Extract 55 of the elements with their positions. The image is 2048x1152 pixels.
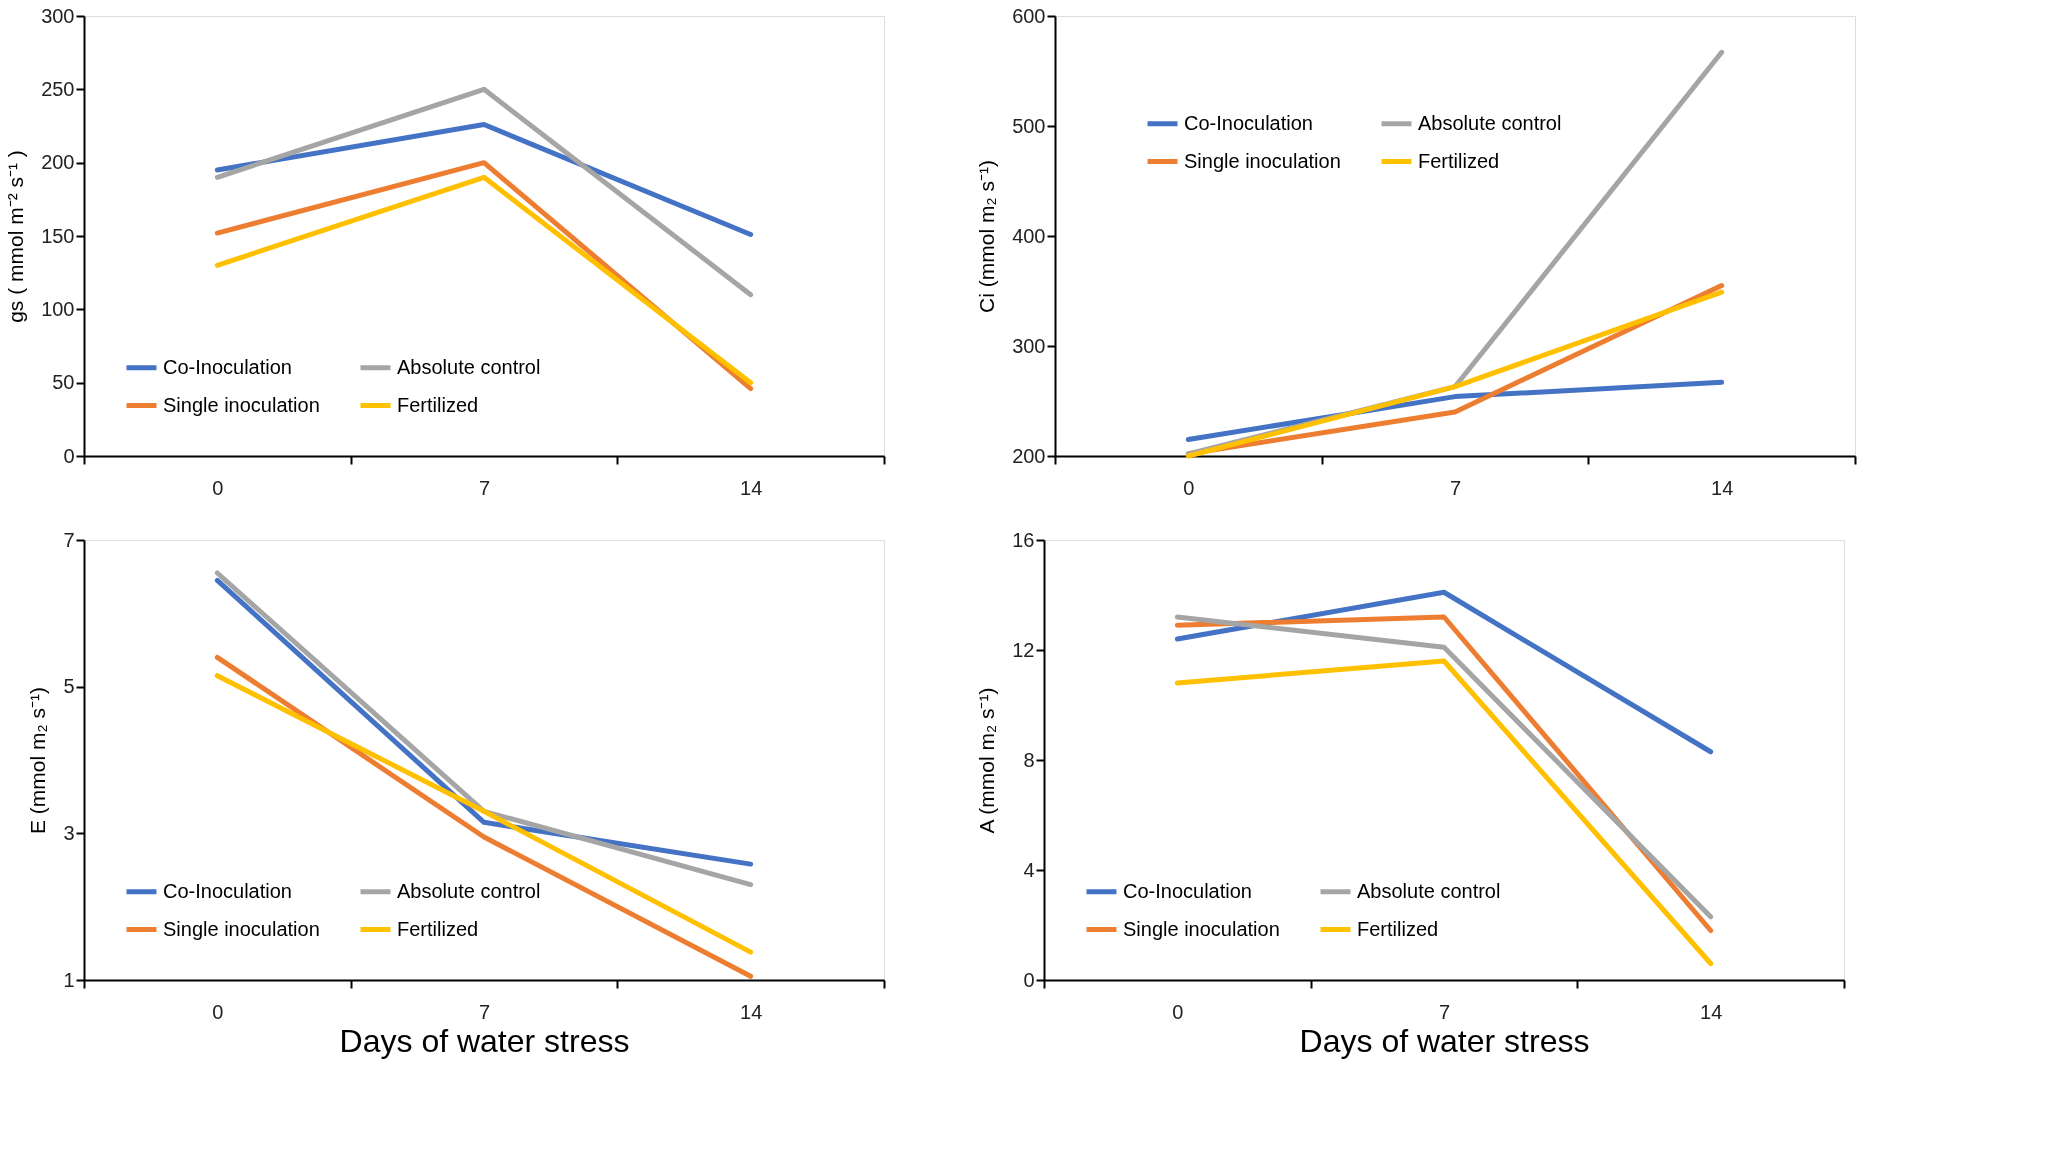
y-tick-label: 8 (1023, 748, 1035, 771)
x-tick-label: 14 (1711, 476, 1734, 499)
x-tick-label: 7 (1449, 476, 1462, 499)
y-tick-label: 16 (1012, 528, 1035, 551)
y-tick-label: 3 (63, 821, 75, 844)
y-tick-label: 250 (41, 77, 75, 100)
y-tick-label: 4 (1023, 858, 1035, 881)
y-tick-label: 300 (41, 4, 75, 27)
legend-label: Fertilized (1357, 917, 1439, 940)
x-axis-title: Days of water stress (1299, 1022, 1590, 1059)
y-tick-label: 7 (63, 528, 75, 551)
legend-label: Co-Inoculation (163, 355, 292, 378)
legend-label: Single inoculation (163, 917, 320, 940)
legend-label: Co-Inoculation (1123, 879, 1252, 902)
legend-label: Absolute control (1357, 879, 1501, 902)
legend-label: Fertilized (397, 393, 479, 416)
legend-label: Single inoculation (1123, 917, 1280, 940)
legend-label: Fertilized (1418, 149, 1500, 172)
y-tick-label: 50 (52, 371, 75, 394)
legend-label: Absolute control (397, 879, 541, 902)
y-tick-label: 600 (1012, 4, 1046, 27)
x-tick-label: 0 (1183, 476, 1195, 499)
legend-label: Co-Inoculation (1184, 111, 1313, 134)
x-tick-label: 0 (1172, 1000, 1184, 1023)
legend-label: Single inoculation (1184, 149, 1341, 172)
y-axis-title: gs ( mmol m⁻² s⁻¹ ) (4, 150, 28, 323)
x-tick-label: 0 (212, 476, 224, 499)
legend-label: Absolute control (1418, 111, 1562, 134)
x-axis-title: Days of water stress (339, 1022, 630, 1059)
legend-label: Single inoculation (163, 393, 320, 416)
y-tick-label: 12 (1012, 638, 1035, 661)
y-tick-label: 1 (63, 968, 75, 991)
y-tick-label: 150 (41, 224, 75, 247)
x-tick-label: 14 (740, 476, 763, 499)
legend-label: Co-Inoculation (163, 879, 292, 902)
x-tick-label: 7 (1438, 1000, 1451, 1023)
x-tick-label: 7 (478, 1000, 491, 1023)
x-tick-label: 0 (212, 1000, 224, 1023)
y-tick-label: 200 (41, 151, 75, 174)
y-tick-label: 300 (1012, 334, 1046, 357)
x-tick-label: 14 (740, 1000, 763, 1023)
y-tick-label: 500 (1012, 114, 1046, 137)
legend-label: Fertilized (397, 917, 479, 940)
legend-label: Absolute control (397, 355, 541, 378)
y-tick-label: 0 (63, 444, 75, 467)
y-tick-label: 400 (1012, 224, 1046, 247)
y-tick-label: 0 (1023, 968, 1035, 991)
y-tick-label: 100 (41, 297, 75, 320)
y-axis-title: Ci (mmol m₂ s⁻¹) (975, 160, 999, 313)
y-tick-label: 200 (1012, 444, 1046, 467)
x-tick-label: 7 (478, 476, 491, 499)
x-tick-label: 14 (1700, 1000, 1723, 1023)
y-axis-title: A (mmol m₂ s⁻¹) (975, 687, 999, 834)
y-axis-title: E (mmol m₂ s⁻¹) (26, 687, 50, 834)
y-tick-label: 5 (63, 675, 75, 698)
